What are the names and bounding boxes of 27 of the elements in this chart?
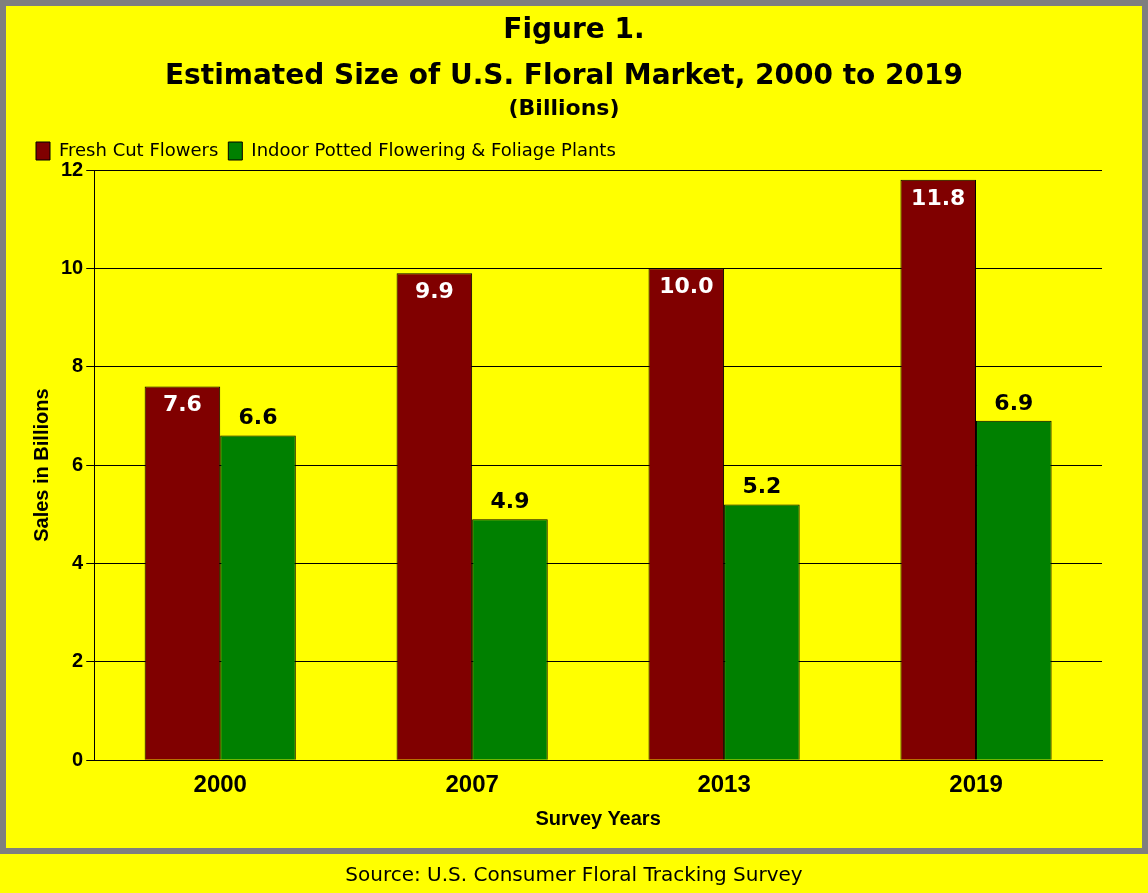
text: 5.2 [742,473,782,499]
x-tick-label: 2000 [193,770,247,798]
text: 10.0 [659,273,714,299]
legend-label: Fresh Cut Flowers [59,138,219,160]
x-tick-label: 2019 [949,770,1003,798]
y-tick-label: 12 [61,157,84,180]
y-tick-label: 6 [72,452,84,475]
text: 9.9 [414,278,454,303]
chart-subtitle: (Billions) [508,94,620,120]
y-tick-label: 0 [72,747,84,770]
source-note: Source: U.S. Consumer Floral Tracking Survey [344,862,804,886]
caption: Figure 1. [502,12,646,45]
text: 7.6 [162,391,202,417]
text: 6.6 [238,404,278,430]
text: 4.9 [490,487,530,513]
x-tick-label: 2007 [445,770,499,798]
text: 11.8 [911,184,966,210]
y-tick-label: 2 [72,649,84,672]
chart-title: Estimated Size of U.S. Floral Market, 2000 to 2019 [164,58,964,92]
y-tick-label: 10 [61,255,84,278]
y-tick-label: 4 [72,550,85,573]
legend-label: Indoor Potted Flowering & Foliage Plants [251,138,616,160]
y-axis-title: Sales in Billions [29,388,52,542]
x-axis-title: Survey Years [535,806,661,829]
text: 6.9 [994,389,1034,415]
x-tick-label: 2013 [697,770,751,798]
y-tick-label: 8 [72,354,84,377]
